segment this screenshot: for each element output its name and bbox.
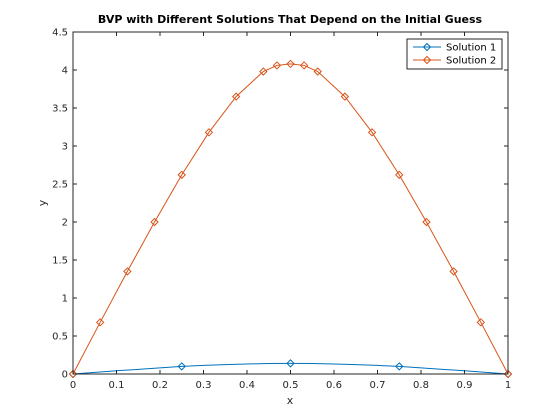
legend-label: Solution 1 — [446, 43, 496, 54]
x-tick-label: 1 — [505, 380, 511, 391]
legend: Solution 1 Solution 2 — [407, 39, 502, 69]
x-tick-label: 0.9 — [457, 380, 473, 391]
x-axis-label: x — [287, 394, 294, 407]
y-tick-label: 4.5 — [52, 28, 68, 39]
y-tick-label: 3 — [62, 142, 68, 153]
x-tick-label: 0.8 — [413, 380, 429, 391]
y-tick-label: 3.5 — [52, 104, 68, 115]
y-tick-label: 4 — [62, 66, 68, 77]
x-tick-label: 0.1 — [109, 380, 125, 391]
legend-label: Solution 2 — [446, 56, 496, 67]
x-tick-label: 0.6 — [326, 380, 342, 391]
chart-title: BVP with Different Solutions That Depend… — [98, 13, 483, 26]
x-tick-label: 0.4 — [239, 380, 255, 391]
x-tick-label: 0.3 — [196, 380, 212, 391]
y-tick-label: 1 — [62, 294, 68, 305]
y-tick-label: 0.5 — [52, 332, 68, 343]
x-tick-label: 0.5 — [283, 380, 299, 391]
x-tick-label: 0.7 — [370, 380, 386, 391]
x-tick-label: 0 — [70, 380, 76, 391]
plot-area — [73, 32, 508, 374]
y-axis-label: y — [36, 199, 49, 206]
y-tick-label: 2 — [62, 218, 68, 229]
y-tick-label: 2.5 — [52, 180, 68, 191]
y-tick-label: 1.5 — [52, 256, 68, 267]
y-tick-label: 0 — [62, 370, 68, 381]
x-tick-label: 0.2 — [152, 380, 168, 391]
